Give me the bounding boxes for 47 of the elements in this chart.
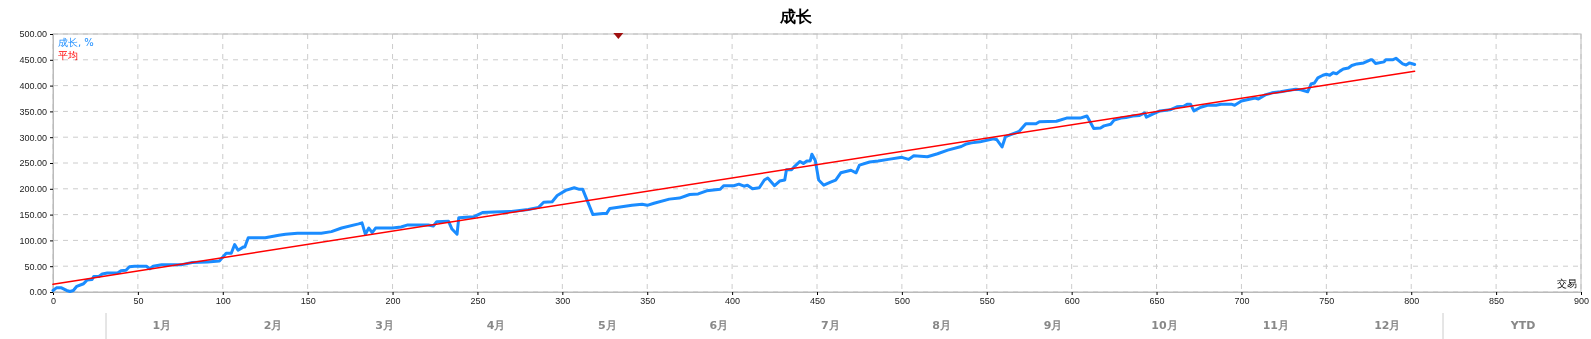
- text: YTD: [1509, 319, 1536, 332]
- x-tick-label: 650: [1149, 296, 1165, 307]
- text: 6月: [709, 319, 729, 332]
- x-tick-label: 150: [300, 296, 316, 307]
- text: 9月: [1043, 319, 1063, 332]
- y-tick-label: 0.00: [29, 287, 47, 298]
- x-tick-label: 350: [640, 296, 656, 307]
- y-tick-label: 150.00: [19, 209, 47, 220]
- text: 7月: [820, 319, 840, 332]
- x-tick-label: 300: [555, 296, 571, 307]
- x-tick-label: 200: [385, 296, 401, 307]
- text: 4月: [486, 319, 506, 332]
- y-tick-label: 350.00: [19, 106, 47, 117]
- y-tick-label: 400.00: [19, 80, 47, 91]
- text: 11月: [1262, 319, 1290, 332]
- y-tick-label: 300.00: [19, 132, 47, 143]
- y-tick-label: 250.00: [19, 158, 47, 169]
- x-tick-label: 750: [1319, 296, 1335, 307]
- x-tick-label: 700: [1234, 296, 1250, 307]
- text: 成长, %: [58, 37, 94, 48]
- x-tick-label: 250: [470, 296, 486, 307]
- x-tick-label: 550: [979, 296, 995, 307]
- x-tick-label: 100: [215, 296, 231, 307]
- x-axis-title: 交易: [1557, 278, 1577, 289]
- y-tick-label: 200.00: [19, 184, 47, 195]
- text: 2月: [263, 319, 283, 332]
- text: 5月: [598, 319, 617, 332]
- x-tick-label: 450: [809, 296, 826, 307]
- x-tick-label: 500: [894, 296, 910, 307]
- text: 8月: [932, 319, 951, 332]
- x-tick-label: 400: [725, 296, 741, 307]
- x-tick-label: 900: [1573, 296, 1590, 307]
- text: 3月: [375, 319, 394, 332]
- x-tick-label: 50: [133, 296, 144, 307]
- y-tick-label: 50.00: [24, 261, 47, 272]
- x-tick-label: 850: [1489, 296, 1505, 307]
- text: 1月: [152, 319, 172, 332]
- chart-title: 成长: [778, 7, 813, 26]
- text: 平均: [58, 50, 78, 61]
- x-tick-label: 600: [1064, 296, 1080, 307]
- y-tick-label: 100.00: [19, 235, 47, 246]
- x-tick-label: 0: [50, 296, 57, 307]
- text: 12月: [1374, 319, 1401, 332]
- x-tick-label: 800: [1404, 296, 1420, 307]
- y-tick-label: 450.00: [19, 55, 47, 66]
- text: 10月: [1151, 319, 1178, 332]
- y-tick-label: 500.00: [19, 29, 47, 40]
